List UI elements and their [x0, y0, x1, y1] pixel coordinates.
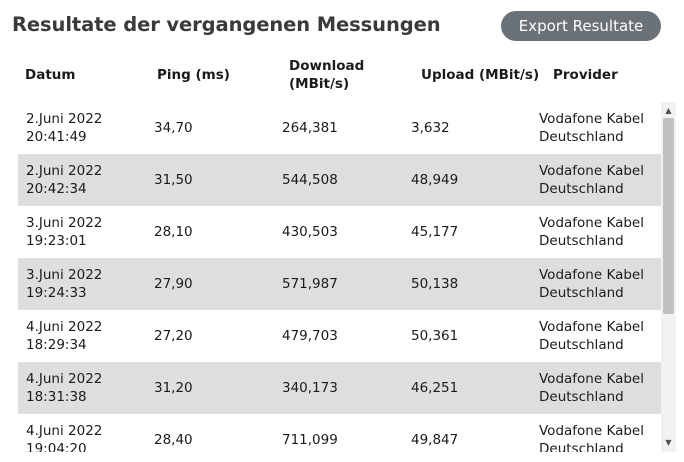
- cell-provider-line1: Vodafone Kabel: [539, 423, 644, 439]
- cell-provider-line1: Vodafone Kabel: [539, 163, 644, 179]
- cell-download: 544,508: [282, 172, 338, 188]
- vertical-scrollbar[interactable]: ▲ ▼: [661, 102, 676, 452]
- cell-ping: 31,50: [154, 172, 193, 188]
- cell-upload: 46,251: [411, 380, 459, 396]
- table-row: 4.Juni 2022 18:31:38 31,20 340,173 46,25…: [18, 362, 661, 414]
- table-row: 4.Juni 2022 18:29:34 27,20 479,703 50,36…: [18, 310, 661, 362]
- cell-provider-line1: Vodafone Kabel: [539, 371, 644, 387]
- cell-date: 4.Juni 2022: [26, 371, 103, 387]
- cell-provider: Vodafone Kabel Deutschland: [539, 422, 644, 452]
- cell-upload: 49,847: [411, 432, 459, 448]
- column-header-ping: Ping (ms): [157, 67, 230, 83]
- cell-provider-line2: Deutschland: [539, 285, 624, 301]
- cell-upload: 45,177: [411, 224, 459, 240]
- table-row: 2.Juni 2022 20:42:34 31,50 544,508 48,94…: [18, 154, 661, 206]
- cell-download: 430,503: [282, 224, 338, 240]
- table-row: 3.Juni 2022 19:23:01 28,10 430,503 45,17…: [18, 206, 661, 258]
- cell-datum: 2.Juni 2022 20:41:49: [26, 110, 102, 146]
- scroll-up-arrow-icon[interactable]: ▲: [665, 105, 672, 115]
- cell-date: 4.Juni 2022: [26, 319, 103, 335]
- column-header-download-line2: (MBit/s): [289, 76, 350, 92]
- cell-datum: 3.Juni 2022 19:23:01: [26, 214, 102, 250]
- table-row: 3.Juni 2022 19:24:33 27,90 571,987 50,13…: [18, 258, 661, 310]
- scrollbar-thumb[interactable]: [663, 118, 674, 314]
- cell-ping: 34,70: [154, 120, 193, 136]
- cell-provider-line2: Deutschland: [539, 389, 624, 405]
- cell-provider-line2: Deutschland: [539, 181, 624, 197]
- cell-upload: 3,632: [411, 120, 450, 136]
- cell-upload: 50,361: [411, 328, 459, 344]
- page-title: Resultate der vergangenen Messungen: [12, 13, 441, 36]
- cell-provider: Vodafone Kabel Deutschland: [539, 370, 644, 406]
- cell-time: 18:31:38: [26, 389, 87, 405]
- cell-ping: 28,40: [154, 432, 193, 448]
- table-row: 4.Juni 2022 19:04:20 28,40 711,099 49,84…: [18, 414, 661, 452]
- cell-ping: 31,20: [154, 380, 193, 396]
- cell-provider-line1: Vodafone Kabel: [539, 111, 644, 127]
- results-table-body[interactable]: 2.Juni 2022 20:41:49 34,70 264,381 3,632…: [18, 102, 661, 452]
- cell-time: 20:41:49: [26, 129, 87, 145]
- cell-download: 340,173: [282, 380, 338, 396]
- cell-provider-line2: Deutschland: [539, 233, 624, 249]
- cell-provider-line2: Deutschland: [539, 441, 624, 452]
- cell-date: 3.Juni 2022: [26, 215, 103, 231]
- cell-date: 3.Juni 2022: [26, 267, 103, 283]
- cell-provider-line2: Deutschland: [539, 337, 624, 353]
- cell-provider: Vodafone Kabel Deutschland: [539, 214, 644, 250]
- cell-upload: 48,949: [411, 172, 459, 188]
- cell-upload: 50,138: [411, 276, 459, 292]
- column-header-provider: Provider: [553, 67, 618, 83]
- cell-download: 571,987: [282, 276, 338, 292]
- table-row: 2.Juni 2022 20:41:49 34,70 264,381 3,632…: [18, 102, 661, 154]
- cell-datum: 2.Juni 2022 20:42:34: [26, 162, 102, 198]
- column-header-upload: Upload (MBit/s): [421, 67, 540, 83]
- cell-datum: 4.Juni 2022 18:31:38: [26, 370, 102, 406]
- cell-datum: 3.Juni 2022 19:24:33: [26, 266, 102, 302]
- cell-date: 2.Juni 2022: [26, 111, 103, 127]
- scroll-down-arrow-icon[interactable]: ▼: [665, 437, 672, 447]
- cell-datum: 4.Juni 2022 18:29:34: [26, 318, 102, 354]
- cell-ping: 27,20: [154, 328, 193, 344]
- cell-provider: Vodafone Kabel Deutschland: [539, 110, 644, 146]
- cell-ping: 28,10: [154, 224, 193, 240]
- column-header-download: Download (MBit/s): [289, 57, 364, 93]
- cell-time: 19:24:33: [26, 285, 87, 301]
- cell-provider-line2: Deutschland: [539, 129, 624, 145]
- cell-provider: Vodafone Kabel Deutschland: [539, 162, 644, 198]
- cell-time: 19:23:01: [26, 233, 87, 249]
- cell-provider: Vodafone Kabel Deutschland: [539, 318, 644, 354]
- cell-time: 20:42:34: [26, 181, 87, 197]
- cell-provider-line1: Vodafone Kabel: [539, 215, 644, 231]
- cell-download: 711,099: [282, 432, 338, 448]
- column-header-download-line1: Download: [289, 58, 365, 74]
- cell-date: 2.Juni 2022: [26, 163, 103, 179]
- table-header: Datum Ping (ms) Download (MBit/s) Upload…: [0, 55, 684, 100]
- column-header-datum: Datum: [25, 67, 76, 83]
- cell-date: 4.Juni 2022: [26, 423, 103, 439]
- export-results-button[interactable]: Export Resultate: [501, 11, 661, 41]
- cell-datum: 4.Juni 2022 19:04:20: [26, 422, 102, 452]
- cell-ping: 27,90: [154, 276, 193, 292]
- cell-download: 479,703: [282, 328, 338, 344]
- cell-provider-line1: Vodafone Kabel: [539, 319, 644, 335]
- cell-time: 19:04:20: [26, 441, 87, 452]
- cell-provider: Vodafone Kabel Deutschland: [539, 266, 644, 302]
- cell-provider-line1: Vodafone Kabel: [539, 267, 644, 283]
- cell-download: 264,381: [282, 120, 338, 136]
- cell-time: 18:29:34: [26, 337, 87, 353]
